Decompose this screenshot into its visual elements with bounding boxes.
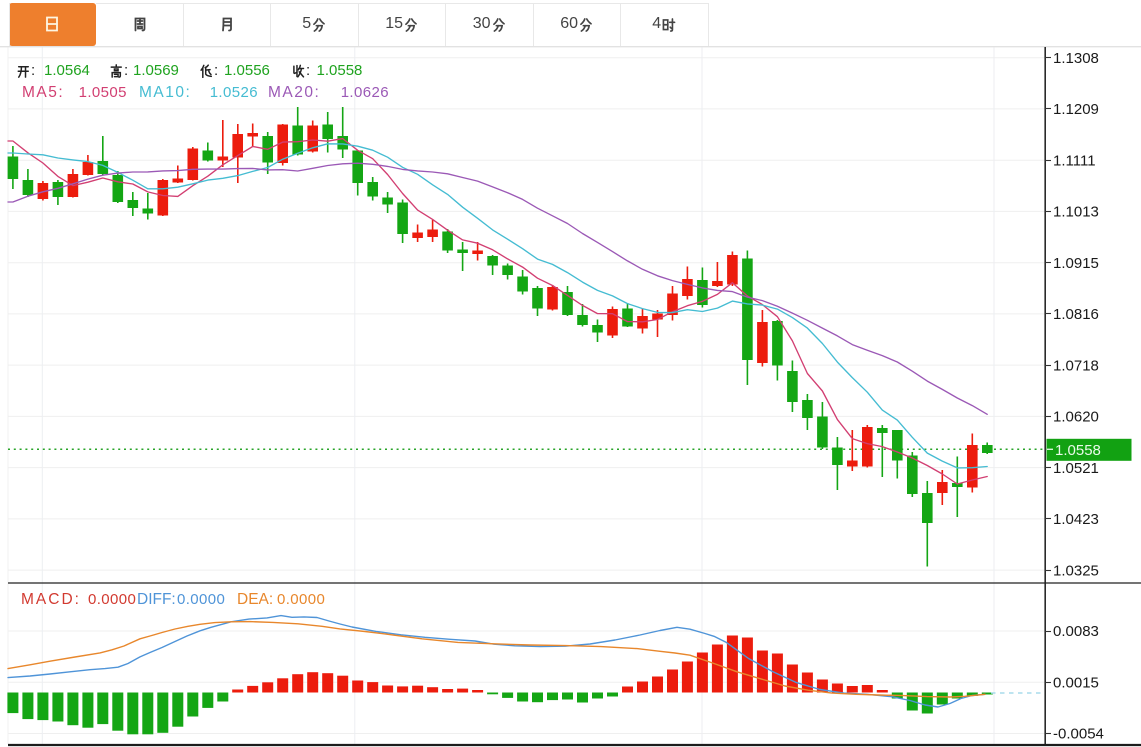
svg-text:0.0083: 0.0083 xyxy=(1053,623,1099,640)
svg-text:1.1209: 1.1209 xyxy=(1053,101,1099,118)
svg-text:1.1111: 1.1111 xyxy=(1053,152,1096,169)
svg-text:1.0325: 1.0325 xyxy=(1053,562,1099,579)
svg-text:1.0558: 1.0558 xyxy=(1055,442,1101,459)
svg-text:1.0816: 1.0816 xyxy=(1053,306,1099,323)
svg-text:0.0015: 0.0015 xyxy=(1053,674,1099,691)
svg-text:1.0521: 1.0521 xyxy=(1053,460,1099,477)
svg-text:1.0620: 1.0620 xyxy=(1053,409,1099,426)
svg-text:1.0423: 1.0423 xyxy=(1053,511,1099,528)
svg-text:1.0915: 1.0915 xyxy=(1053,255,1099,272)
svg-text:-0.0054: -0.0054 xyxy=(1053,726,1104,743)
svg-text:1.0718: 1.0718 xyxy=(1053,357,1099,374)
svg-text:1.1308: 1.1308 xyxy=(1053,50,1099,67)
svg-text:1.1013: 1.1013 xyxy=(1053,204,1099,221)
